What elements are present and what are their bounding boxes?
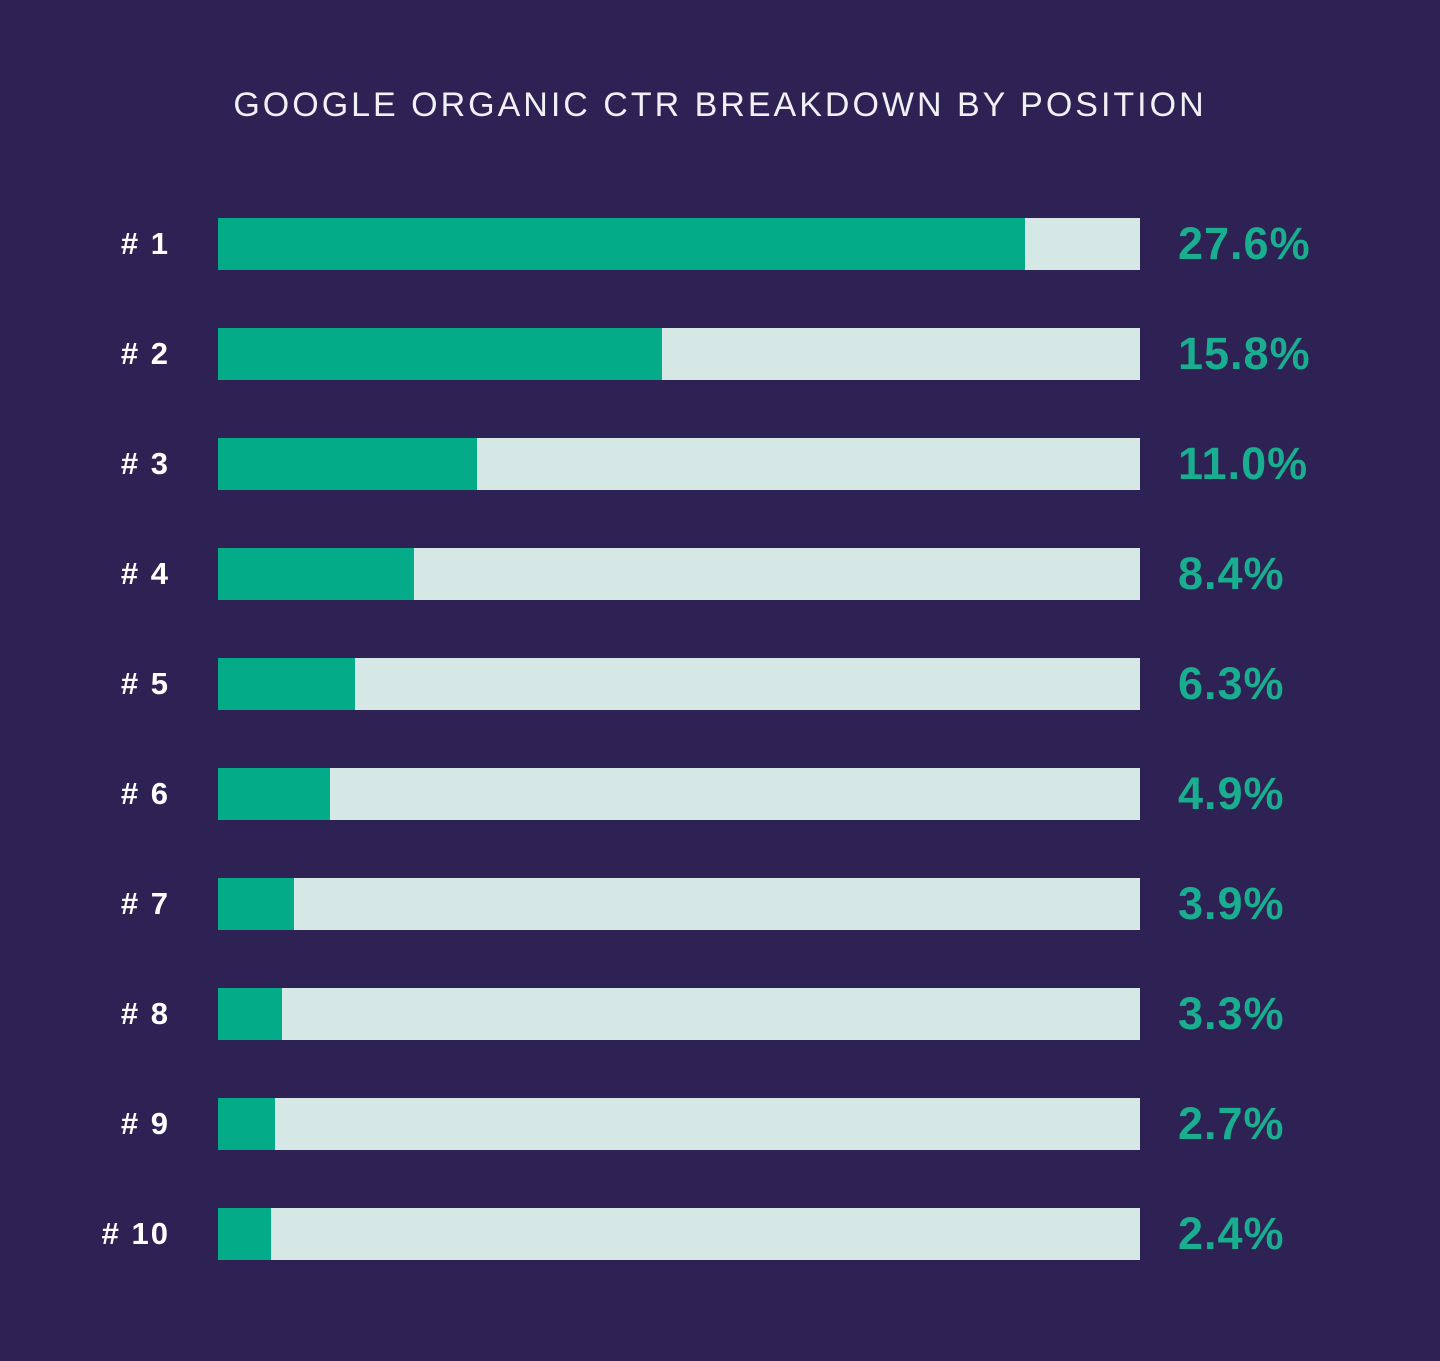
bar-row: # 4 8.4%	[0, 548, 1440, 600]
bar-fill	[218, 328, 663, 380]
position-label: # 5	[120, 666, 170, 701]
position-label: # 1	[120, 226, 170, 261]
bar-track	[218, 1208, 1140, 1260]
bar-fill	[218, 438, 478, 490]
bar-fill	[218, 768, 330, 820]
bar-track	[218, 1098, 1140, 1150]
bar-fill	[218, 218, 1025, 270]
bar-row: # 5 6.3%	[0, 658, 1440, 710]
ctr-value-label: 2.7%	[1178, 1098, 1285, 1149]
bar-fill	[218, 988, 282, 1040]
bar-row: # 2 15.8%	[0, 328, 1440, 380]
bar-track	[218, 218, 1140, 270]
ctr-value-label: 8.4%	[1178, 548, 1285, 599]
bar-fill	[218, 548, 415, 600]
bar-track	[218, 438, 1140, 490]
position-label: # 10	[101, 1216, 170, 1251]
bar-track	[218, 988, 1140, 1040]
position-label: # 7	[120, 886, 170, 921]
ctr-value-label: 15.8%	[1178, 328, 1311, 379]
chart-title: GOOGLE ORGANIC CTR BREAKDOWN BY POSITION	[233, 86, 1207, 124]
position-label: # 4	[120, 556, 170, 591]
bar-row: # 10 2.4%	[0, 1208, 1440, 1260]
position-label: # 8	[120, 996, 170, 1031]
ctr-value-label: 27.6%	[1178, 218, 1311, 269]
position-label: # 3	[120, 446, 170, 481]
bar-row: # 6 4.9%	[0, 768, 1440, 820]
bar-fill	[218, 878, 294, 930]
bar-fill	[218, 1208, 272, 1260]
position-label: # 6	[120, 776, 170, 811]
ctr-value-label: 11.0%	[1178, 438, 1309, 489]
bar-row: # 9 2.7%	[0, 1098, 1440, 1150]
bar-rows: # 1 27.6% # 2 15.8% # 3 11.0% # 4 8.4% # 5 6.3% # …	[0, 218, 1440, 1318]
bar-track	[218, 768, 1140, 820]
ctr-value-label: 3.3%	[1178, 988, 1285, 1039]
bar-row: # 1 27.6%	[0, 218, 1440, 270]
position-label: # 2	[120, 336, 170, 371]
bar-fill	[218, 658, 356, 710]
bar-row: # 8 3.3%	[0, 988, 1440, 1040]
bar-track	[218, 658, 1140, 710]
ctr-value-label: 6.3%	[1178, 658, 1285, 709]
bar-track	[218, 878, 1140, 930]
bar-track	[218, 548, 1140, 600]
bar-track	[218, 328, 1140, 380]
bar-row: # 3 11.0%	[0, 438, 1440, 490]
ctr-value-label: 2.4%	[1178, 1208, 1285, 1259]
bar-fill	[218, 1098, 276, 1150]
position-label: # 9	[120, 1106, 170, 1141]
ctr-value-label: 4.9%	[1178, 768, 1285, 819]
bar-row: # 7 3.9%	[0, 878, 1440, 930]
ctr-value-label: 3.9%	[1178, 878, 1285, 929]
